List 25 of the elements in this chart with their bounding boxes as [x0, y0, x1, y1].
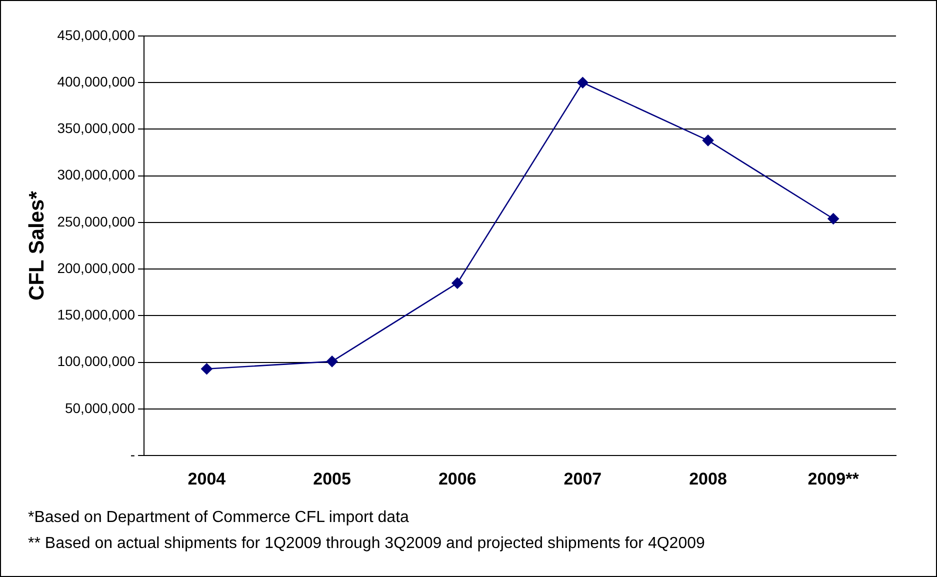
y-tick-label: 400,000,000: [57, 73, 136, 90]
point: [828, 213, 839, 224]
y-tick-label: 100,000,000: [57, 353, 136, 370]
x-tick-label: 2007: [564, 469, 602, 488]
text: ** Based on actual shipments for 1Q2009 through 3Q2009 and projected shipments for 4Q2009: [28, 535, 705, 552]
y-tick-label: 350,000,000: [57, 120, 136, 136]
y-tick-label: 50,000,000: [64, 400, 136, 416]
y-tick-label: 200,000,000: [57, 260, 136, 276]
y-tick-label: 250,000,000: [57, 213, 136, 230]
x-tick-label: 2005: [313, 469, 351, 488]
y-tick-label: 450,000,000: [57, 26, 136, 43]
x-tick-label: 2009**: [808, 469, 860, 488]
point: [577, 76, 588, 88]
x-tick-label: 2006: [438, 469, 476, 488]
y-axis-title: CFL Sales*: [25, 190, 48, 300]
point: [702, 134, 714, 146]
text: *Based on Department of Commerce CFL import data: [28, 509, 410, 526]
point: [326, 356, 338, 368]
point: [452, 277, 464, 289]
x-tick-label: 2008: [689, 469, 727, 488]
y-tick-label: 300,000,000: [57, 166, 136, 183]
point: [201, 363, 212, 375]
x-tick-label: 2004: [188, 469, 226, 488]
y-tick-label: 150,000,000: [57, 306, 136, 323]
y-tick-label: -: [130, 446, 136, 462]
